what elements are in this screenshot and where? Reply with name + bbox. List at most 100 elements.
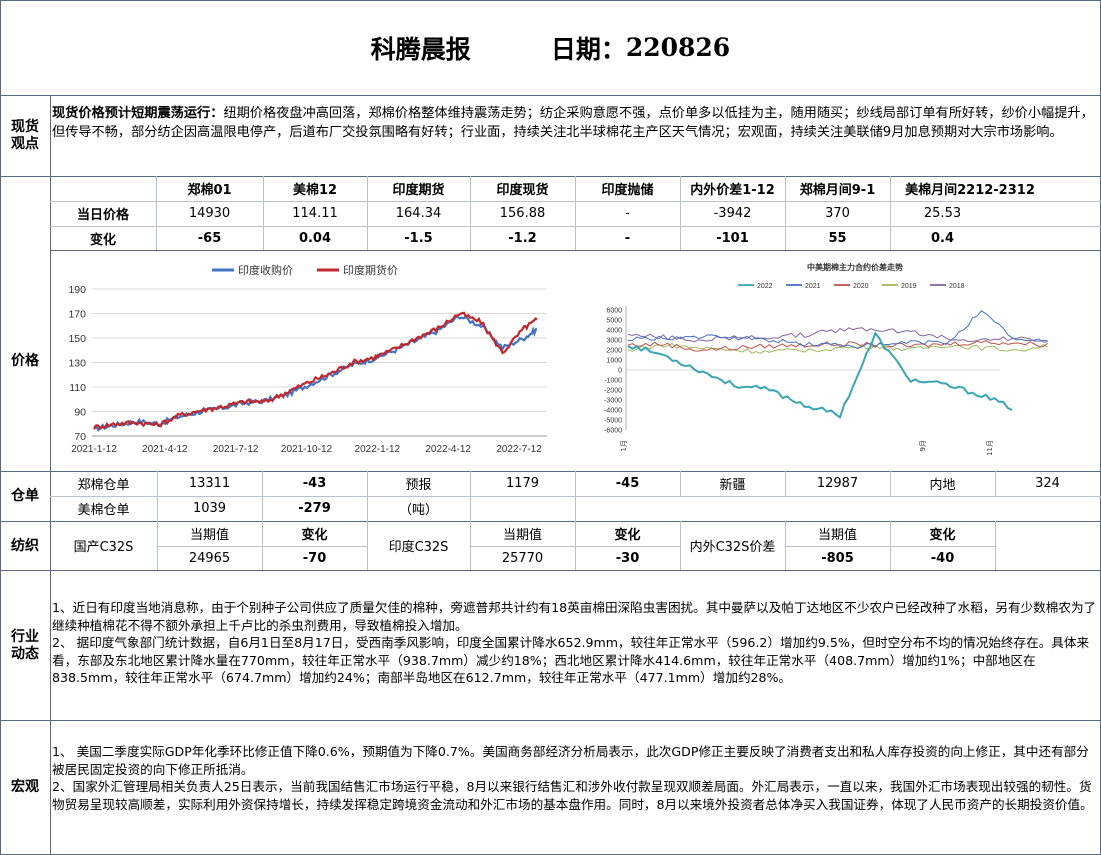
y-tick-label: -5000 <box>604 418 622 425</box>
price-cell: 156.88 <box>499 206 546 221</box>
y-tick-label: 90 <box>74 407 86 419</box>
price-col-header: 印度现货 <box>496 183 549 198</box>
price-cell: 370 <box>825 206 850 221</box>
price-cell: 25.53 <box>923 206 962 221</box>
warehouse-cell: 324 <box>1035 476 1060 491</box>
warehouse-cell: 预报 <box>405 478 432 493</box>
india-price-chart: 70 90 110 130 150 170 190 2021-1-12 2021-4-12 202… <box>68 263 547 455</box>
change-cell: -65 <box>197 230 222 246</box>
date-label: 日期： <box>550 34 626 64</box>
series-line <box>627 310 1048 349</box>
x-tick-label: 1月 <box>620 440 628 451</box>
macro-item-1: 1、 美国二季度实际GDP年化季环比修正值下降0.6%，预期值为下降0.7%。美… <box>52 744 1089 777</box>
change-cell: -101 <box>716 230 749 246</box>
warehouse-cell: -279 <box>298 501 331 516</box>
domestic-current-value: 24965 <box>188 550 231 566</box>
x-tick-label: 11月 <box>986 440 994 456</box>
x-tick-label: 2021-4-12 <box>142 444 188 455</box>
spread-current-label: 当期值 <box>817 528 857 543</box>
price-col-header: 郑棉月间9-1 <box>799 183 876 198</box>
series-line <box>627 327 1048 343</box>
price-col-header: 美棉月间2212-2312 <box>905 183 1035 198</box>
legend-label: 印度收购价 <box>238 263 293 277</box>
report-title: 科腾晨报 <box>370 34 471 64</box>
spot-view: 现货价格预计短期震荡运行：纽期价格夜盘冲高回落，郑棉价格整体维持震荡走势；纺企采… <box>52 104 1097 142</box>
india-change-label: 变化 <box>614 528 641 543</box>
x-tick-label: 2021-1-12 <box>71 444 117 455</box>
x-tick-label: 2021-10-12 <box>281 444 333 455</box>
india-current-label: 当期值 <box>502 528 542 543</box>
macro-news: 1、 美国二季度实际GDP年化季环比修正值下降0.6%，预期值为下降0.7%。美… <box>52 743 1098 813</box>
spread-c32s-label: 内外C32S价差 <box>689 540 776 555</box>
series-line <box>93 315 538 432</box>
y-tick-label: 110 <box>69 382 86 394</box>
price-cell: -3942 <box>713 206 752 221</box>
price-cell: 164.34 <box>395 206 442 221</box>
domestic-current-label: 当期值 <box>189 528 229 543</box>
section-macro: 宏观 <box>11 779 39 795</box>
series-line <box>627 339 1048 352</box>
y-tick-label: 4000 <box>606 328 622 335</box>
spread-current-value: -805 <box>821 550 854 566</box>
price-row-label: 变化 <box>89 232 116 248</box>
domestic-change-label: 变化 <box>301 528 328 543</box>
change-cell: - <box>624 230 631 246</box>
x-tick-label: 2021-7-12 <box>213 444 259 455</box>
industry-item-1: 1、近日有印度当地消息称，由于个别种子公司供应了质量欠佳的棉种，旁遮普邦共计约有… <box>52 600 1097 633</box>
warehouse-cell: 美棉仓单 <box>77 503 130 518</box>
change-cell: 0.4 <box>930 230 955 246</box>
domestic-c32s-label: 国产C32S <box>73 540 134 555</box>
y-tick-label: 0 <box>618 368 622 375</box>
macro-item-2: 2、国家外汇管理局相关负责人25日表示，当前我国结售汇市场运行平稳，8月以来银行… <box>52 779 1093 812</box>
y-tick-label: 190 <box>68 284 86 296</box>
report-header: 科腾晨报 日期： 220826 <box>0 0 1101 95</box>
section-industry: 行业动态 <box>11 628 39 662</box>
chart-title: 中美期棉主力合约价差走势 <box>807 262 903 272</box>
x-tick-label: 2022-4-12 <box>425 444 471 455</box>
price-row-label: 当日价格 <box>76 208 129 223</box>
report-date: 220826 <box>625 33 731 62</box>
legend-label: 印度期货价 <box>343 263 398 277</box>
legend-label: 2021 <box>805 283 821 290</box>
legend-label: 2019 <box>901 283 917 290</box>
y-tick-label: -3000 <box>604 398 622 405</box>
legend-label: 2022 <box>757 283 773 290</box>
y-tick-label: -2000 <box>604 388 622 395</box>
x-tick-label: 2022-1-12 <box>355 444 401 455</box>
price-cell: - <box>625 206 630 221</box>
section-spot: 现货观点 <box>11 119 39 152</box>
warehouse-cell: -43 <box>302 476 327 491</box>
y-tick-label: 6000 <box>606 308 622 315</box>
warehouse-cell: 13311 <box>188 476 231 491</box>
y-tick-label: 70 <box>74 431 86 443</box>
y-tick-label: 5000 <box>606 318 622 325</box>
industry-item-2: 2、 据印度气象部门统计数据，自6月1日至8月17日，受西南季风影响，印度全国累… <box>52 635 1090 685</box>
industry-news: 1、近日有印度当地消息称，由于个别种子公司供应了质量欠佳的棉种，旁遮普邦共计约有… <box>52 599 1098 687</box>
y-tick-label: 150 <box>68 333 86 345</box>
price-col-header: 美棉12 <box>292 183 338 198</box>
change-cell: 55 <box>828 230 847 246</box>
section-warehouse: 仓单 <box>11 488 39 504</box>
y-tick-label: 170 <box>68 309 86 321</box>
price-col-header: 印度期货 <box>392 183 445 198</box>
x-tick-label: 9月 <box>919 440 927 451</box>
y-tick-label: -4000 <box>604 408 622 415</box>
price-cell: 114.11 <box>292 206 338 221</box>
change-cell: 0.04 <box>298 230 332 246</box>
warehouse-cell: 内地 <box>929 478 956 493</box>
domestic-change-value: -70 <box>302 550 327 566</box>
india-change-value: -30 <box>615 550 640 566</box>
y-tick-label: 3000 <box>606 338 622 345</box>
warehouse-cell: 1039 <box>192 501 227 516</box>
price-col-header: 内外价差1-12 <box>690 183 775 198</box>
india-c32s-label: 印度C32S <box>388 540 449 555</box>
y-tick-label: -1000 <box>604 378 622 385</box>
y-tick-label: 130 <box>68 358 86 370</box>
legend-label: 2018 <box>949 283 965 290</box>
x-tick-label: 2022-7-12 <box>496 444 542 455</box>
warehouse-cell: 1179 <box>505 476 540 491</box>
y-tick-label: 1000 <box>606 358 622 365</box>
change-cell: -1.2 <box>508 230 537 246</box>
y-tick-label: 2000 <box>606 348 622 355</box>
y-tick-label: -6000 <box>604 428 622 435</box>
